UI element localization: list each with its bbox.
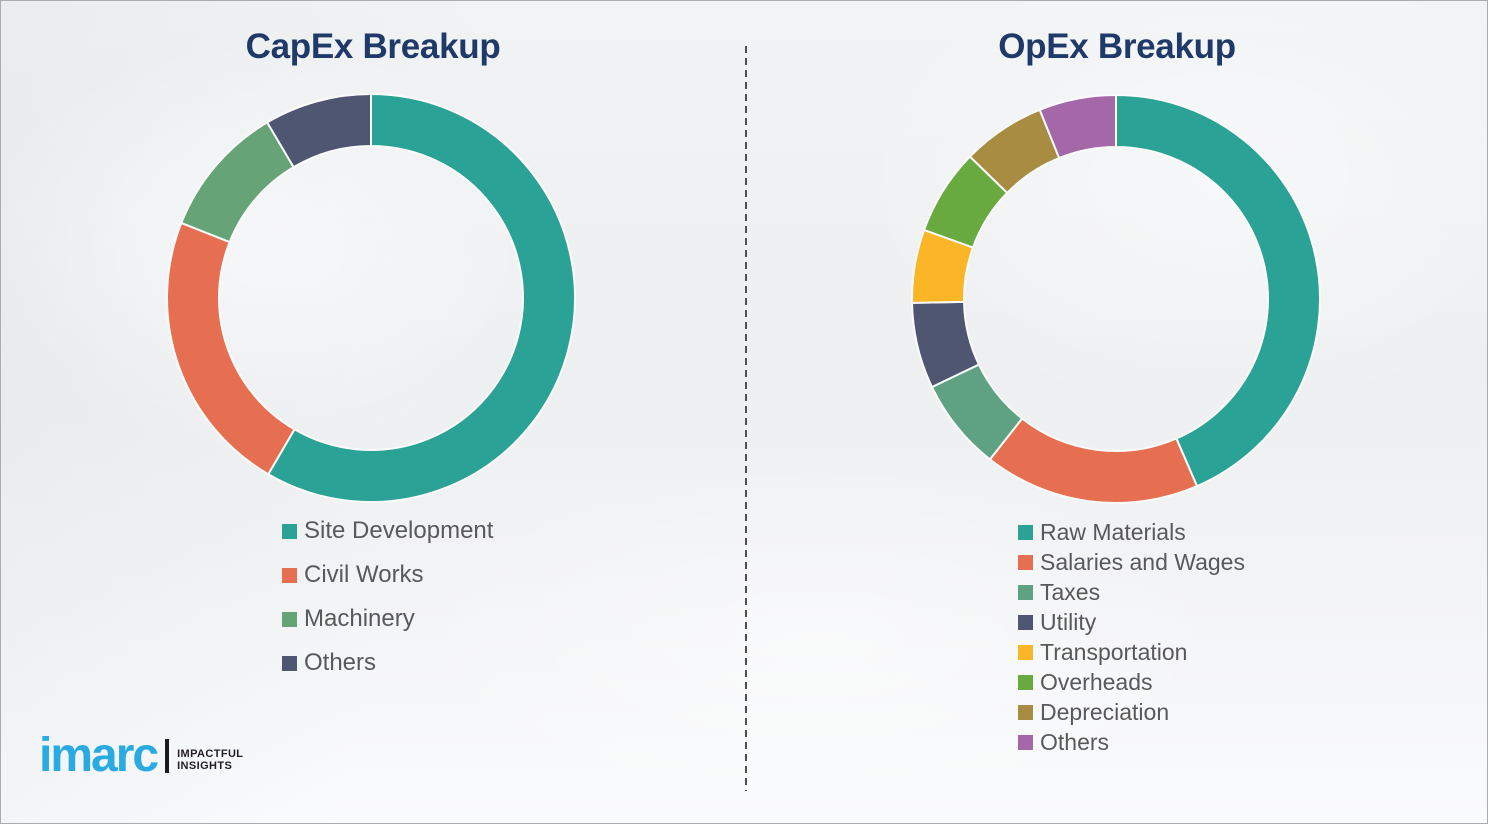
legend-label: Depreciation [1040, 698, 1170, 725]
capex-panel: CapEx Breakup Site Development Civil Work… [1, 1, 745, 823]
legend-swatch-icon [282, 655, 297, 671]
legend-label: Civil Works [304, 561, 424, 588]
donut-segment-others [265, 92, 372, 169]
legend-swatch-icon [1018, 644, 1033, 660]
legend-item: Others [1018, 727, 1245, 757]
legend-label: Others [1040, 728, 1110, 755]
legend-item: Salaries and Wages [1018, 547, 1245, 577]
imarc-logo-wordmark: imarc [39, 729, 159, 782]
donut-segment-others [1038, 93, 1117, 160]
legend-swatch-icon [1018, 614, 1033, 630]
legend-swatch-icon [1018, 674, 1033, 690]
legend-item: Machinery [282, 597, 493, 641]
imarc-logo-tagline: IMPACTFUL INSIGHTS [177, 748, 243, 772]
opex-donut-chart [911, 93, 1321, 504]
legend-label: Others [304, 649, 377, 676]
legend-item: Depreciation [1018, 697, 1245, 727]
legend-label: Taxes [1040, 578, 1101, 605]
legend-swatch-icon [282, 611, 297, 627]
legend-item: Raw Materials [1018, 517, 1245, 547]
legend-label: Machinery [304, 605, 415, 632]
tagline-line-2: INSIGHTS [177, 760, 233, 773]
legend-item: Transportation [1018, 637, 1245, 667]
imarc-logo: imarc IMPACTFUL INSIGHTS [39, 729, 243, 782]
legend-label: Utility [1040, 608, 1097, 635]
legend-swatch-icon [1018, 734, 1033, 750]
legend-label: Overheads [1040, 668, 1153, 695]
legend-swatch-icon [282, 523, 297, 539]
donut-segment-site-development [266, 92, 576, 503]
legend-item: Taxes [1018, 577, 1245, 607]
donut-segment-civil-works [166, 221, 296, 476]
legend-item: Overheads [1018, 667, 1245, 697]
opex-legend: Raw Materials Salaries and Wages Taxes Util… [1018, 517, 1245, 757]
panel-divider-dashed-line [745, 46, 747, 791]
donut-segment-salaries-and-wages [988, 417, 1199, 504]
capex-title: CapEx Breakup [245, 27, 501, 66]
legend-item: Site Development [282, 509, 493, 553]
capex-donut-chart [166, 92, 576, 503]
legend-item: Utility [1018, 607, 1245, 637]
capex-legend: Site Development Civil Works Machinery Othe… [282, 509, 493, 685]
legend-item: Others [282, 641, 493, 685]
opex-title: OpEx Breakup [998, 27, 1236, 66]
legend-label: Transportation [1040, 638, 1188, 665]
legend-swatch-icon [1018, 704, 1033, 720]
legend-label: Raw Materials [1040, 518, 1186, 545]
legend-swatch-icon [1018, 554, 1033, 570]
legend-label: Site Development [304, 517, 494, 544]
opex-panel: OpEx Breakup Raw Materials Salaries and W… [745, 1, 1488, 823]
donut-segment-raw-materials [1115, 93, 1321, 488]
legend-item: Civil Works [282, 553, 493, 597]
legend-label: Salaries and Wages [1040, 548, 1245, 575]
legend-swatch-icon [282, 567, 297, 583]
legend-swatch-icon [1018, 584, 1033, 600]
tagline-line-1: IMPACTFUL [177, 748, 244, 761]
logo-divider-bar [165, 739, 170, 774]
legend-swatch-icon [1018, 524, 1033, 540]
